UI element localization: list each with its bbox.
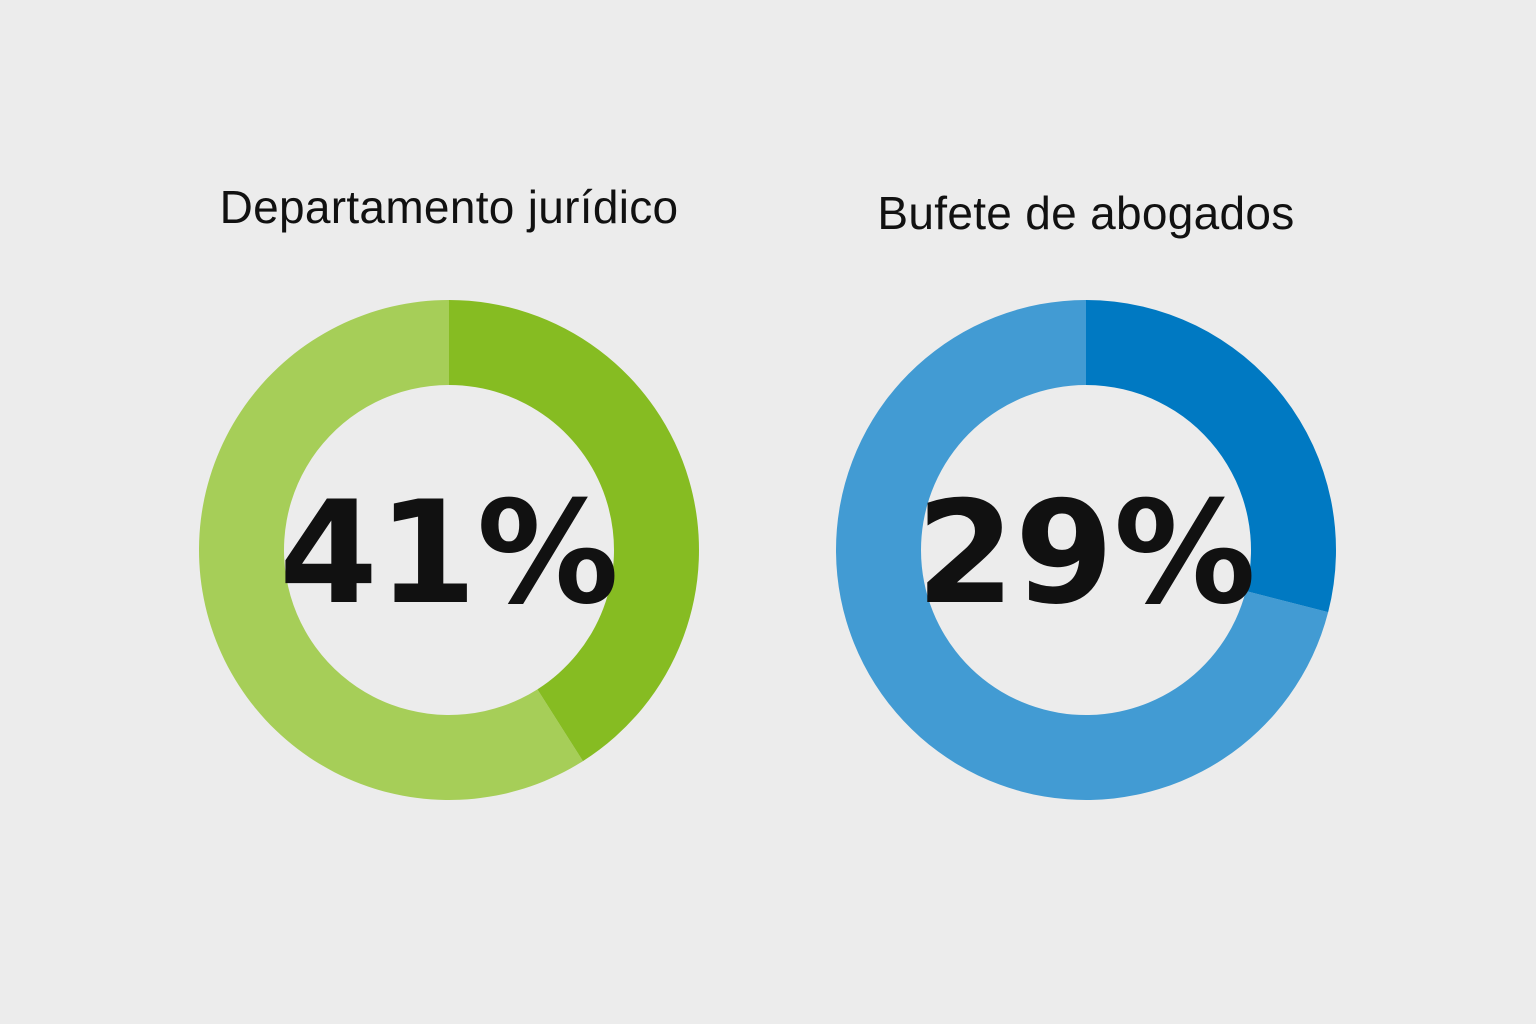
center-percentage-label: 41% xyxy=(279,471,619,636)
chart-title: Departamento jurídico xyxy=(219,181,679,233)
donut-highlight-slice xyxy=(449,300,699,762)
donut-highlight-slice xyxy=(1086,300,1336,613)
donut-chart: 41% xyxy=(198,300,699,800)
donut-panel-legal-department: Departamento jurídico 41% xyxy=(149,0,749,1024)
donut-panel-law-firm: Bufete de abogados 29% xyxy=(786,0,1386,1024)
donut-remainder-slice xyxy=(198,300,583,800)
center-percentage-label: 29% xyxy=(916,471,1256,636)
chart-title: Bufete de abogados xyxy=(877,187,1295,239)
donut-chart: 29% xyxy=(836,300,1336,800)
donut-remainder-slice xyxy=(836,300,1329,800)
